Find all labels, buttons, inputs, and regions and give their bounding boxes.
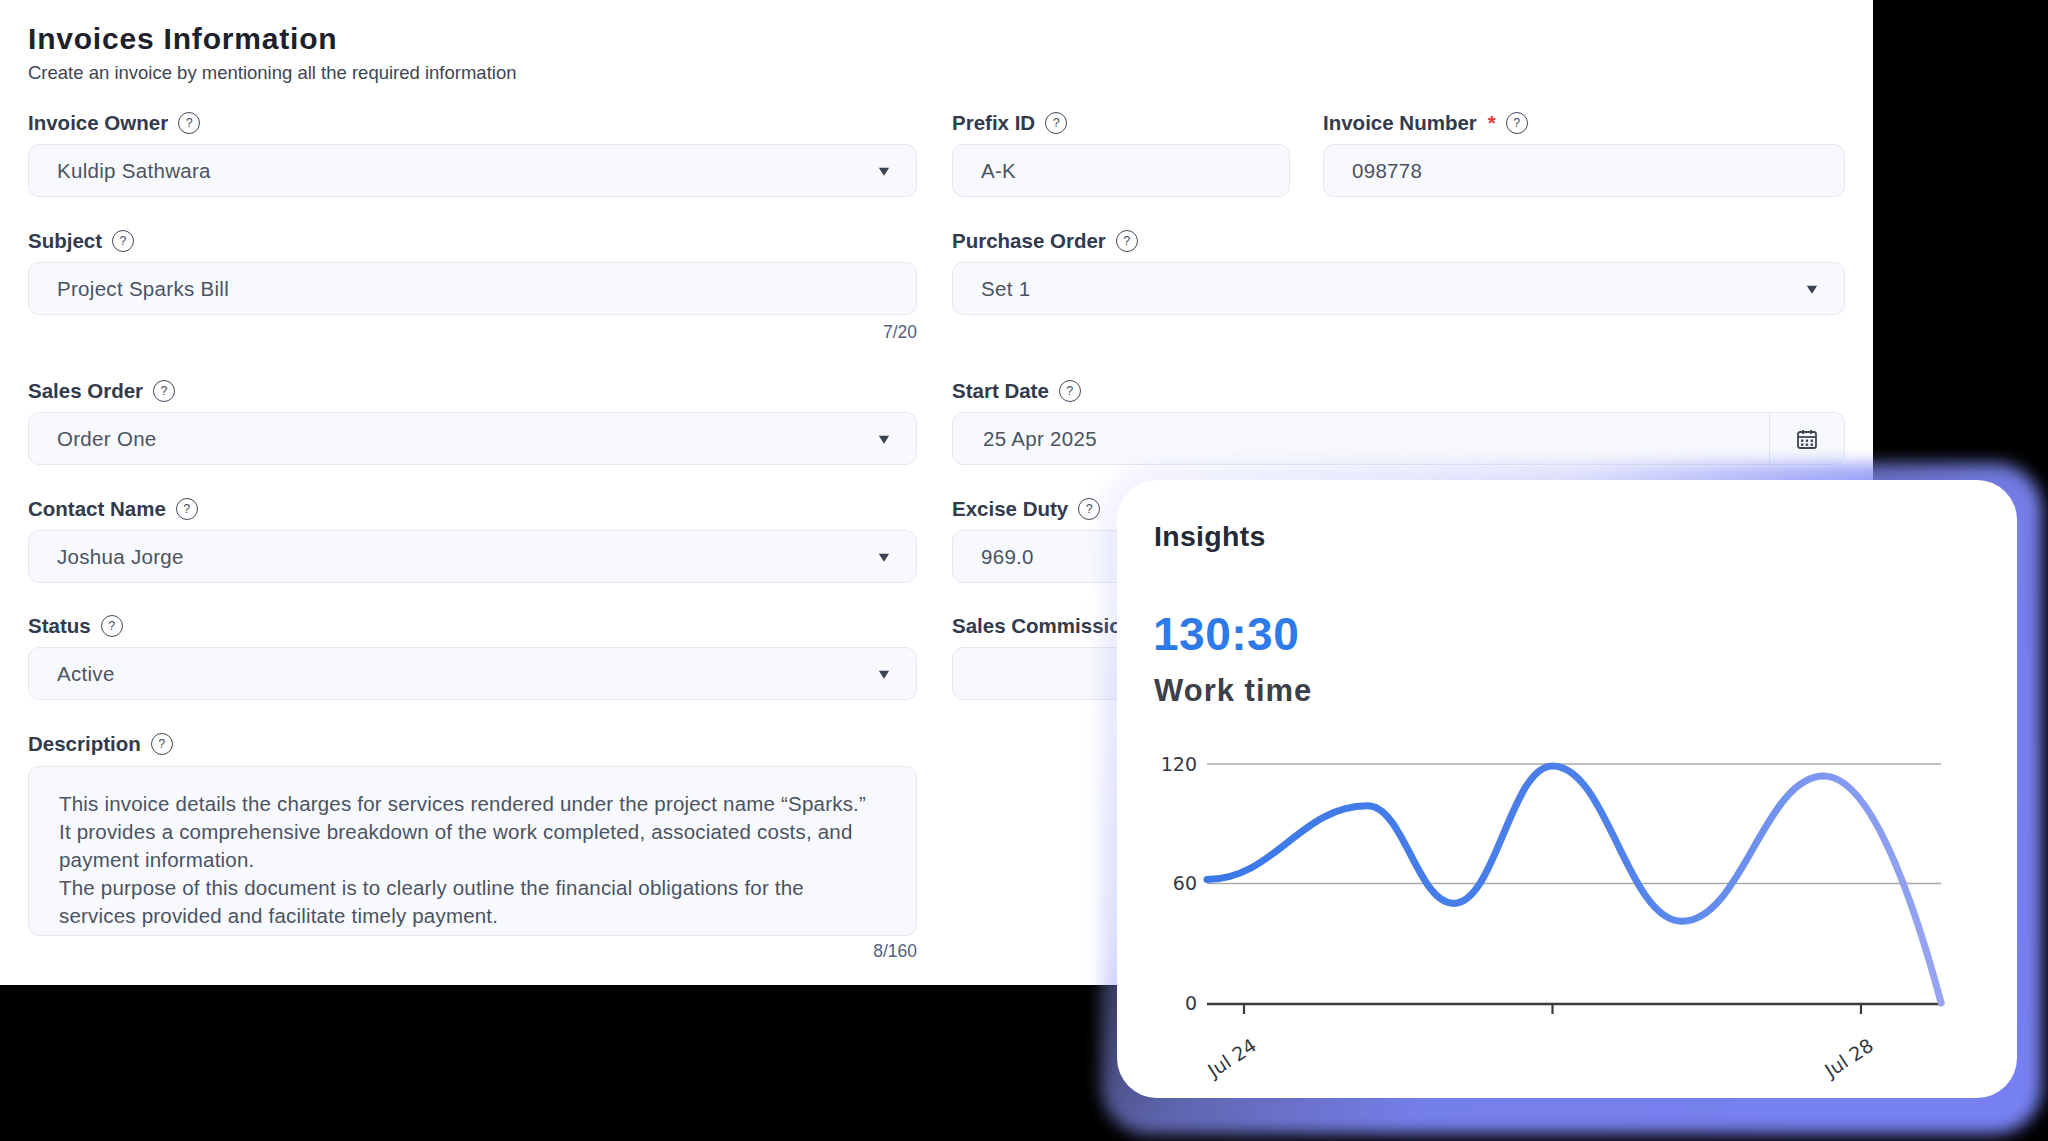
chevron-down-icon: ▾ [878, 161, 889, 180]
help-glyph: ? [108, 619, 115, 633]
status-label-text: Status [28, 614, 91, 638]
prefix-id-label-text: Prefix ID [952, 111, 1035, 135]
subject-counter: 7/20 [28, 322, 917, 343]
chevron-down-icon: ▾ [878, 547, 889, 566]
help-glyph: ? [161, 384, 168, 398]
page-title: Invoices Information [28, 22, 337, 56]
description-counter: 8/160 [28, 941, 917, 962]
status-select[interactable]: Active ▾ [28, 647, 917, 700]
chart-x-label: Jul 28 [1820, 1034, 1877, 1082]
invoice-owner-label: Invoice Owner ? [28, 110, 200, 136]
work-time-line [1207, 766, 1941, 1003]
subject-value: Project Sparks Bill [57, 277, 888, 301]
start-date-input[interactable]: 25 Apr 2025 [952, 412, 1845, 465]
prefix-id-input[interactable]: A-K [952, 144, 1290, 197]
description-label-text: Description [28, 732, 141, 756]
sales-order-label: Sales Order ? [28, 378, 175, 404]
help-glyph: ? [186, 116, 193, 130]
start-date-label: Start Date ? [952, 378, 1081, 404]
help-icon[interactable]: ? [1078, 498, 1100, 520]
chart-x-label: Jul 24 [1203, 1034, 1260, 1082]
calendar-icon [1796, 428, 1818, 450]
invoice-number-label: Invoice Number * ? [1323, 110, 1528, 136]
help-glyph: ? [1066, 384, 1073, 398]
insights-chart: Jul 24 Jul 28 0 60 120 [1117, 480, 2017, 1098]
description-label: Description ? [28, 731, 173, 757]
help-glyph: ? [1086, 502, 1093, 516]
sales-order-value: Order One [57, 427, 880, 451]
help-icon[interactable]: ? [1059, 380, 1081, 402]
chevron-down-icon: ▾ [1806, 279, 1817, 298]
help-icon[interactable]: ? [1045, 112, 1067, 134]
help-icon[interactable]: ? [101, 615, 123, 637]
invoice-number-label-text: Invoice Number [1323, 111, 1477, 135]
excise-duty-label: Excise Duty ? [952, 496, 1100, 522]
invoice-owner-select[interactable]: Kuldip Sathwara ▾ [28, 144, 917, 197]
status-value: Active [57, 662, 880, 686]
insights-card: Insights 130:30 Work time Jul 24Jul 2806… [1117, 480, 2017, 1098]
invoice-owner-label-text: Invoice Owner [28, 111, 168, 135]
sales-order-label-text: Sales Order [28, 379, 143, 403]
chevron-down-icon: ▾ [878, 664, 889, 683]
help-glyph: ? [1513, 116, 1520, 130]
chart-y-label: 0 [1185, 992, 1197, 1014]
subject-input[interactable]: Project Sparks Bill [28, 262, 917, 315]
status-label: Status ? [28, 613, 123, 639]
invoice-owner-value: Kuldip Sathwara [57, 159, 880, 183]
subject-label-text: Subject [28, 229, 102, 253]
chart-y-label: 120 [1161, 753, 1197, 775]
contact-name-label-text: Contact Name [28, 497, 166, 521]
help-icon[interactable]: ? [112, 230, 134, 252]
chevron-down-icon: ▾ [878, 429, 889, 448]
help-icon[interactable]: ? [178, 112, 200, 134]
help-glyph: ? [1123, 234, 1130, 248]
help-glyph: ? [158, 737, 165, 751]
prefix-id-label: Prefix ID ? [952, 110, 1067, 136]
contact-name-label: Contact Name ? [28, 496, 198, 522]
purchase-order-value: Set 1 [981, 277, 1808, 301]
excise-duty-label-text: Excise Duty [952, 497, 1068, 521]
help-icon[interactable]: ? [1116, 230, 1138, 252]
help-glyph: ? [183, 502, 190, 516]
subject-label: Subject ? [28, 228, 134, 254]
page: Invoices Information Create an invoice b… [0, 0, 2048, 1141]
help-icon[interactable]: ? [1506, 112, 1528, 134]
purchase-order-label: Purchase Order ? [952, 228, 1138, 254]
purchase-order-select[interactable]: Set 1 ▾ [952, 262, 1845, 315]
required-asterisk: * [1488, 111, 1496, 135]
purchase-order-label-text: Purchase Order [952, 229, 1106, 253]
invoice-number-value: 098778 [1352, 159, 1816, 183]
prefix-id-value: A-K [981, 159, 1261, 183]
sales-order-select[interactable]: Order One ▾ [28, 412, 917, 465]
help-glyph: ? [120, 234, 127, 248]
contact-name-value: Joshua Jorge [57, 545, 880, 569]
contact-name-select[interactable]: Joshua Jorge ▾ [28, 530, 917, 583]
start-date-label-text: Start Date [952, 379, 1049, 403]
page-subtitle: Create an invoice by mentioning all the … [28, 62, 516, 84]
start-date-value: 25 Apr 2025 [953, 427, 1769, 451]
calendar-button[interactable] [1770, 413, 1844, 464]
invoice-number-input[interactable]: 098778 [1323, 144, 1845, 197]
help-icon[interactable]: ? [176, 498, 198, 520]
description-textarea[interactable]: This invoice details the charges for ser… [28, 766, 917, 936]
help-glyph: ? [1053, 116, 1060, 130]
help-icon[interactable]: ? [151, 733, 173, 755]
help-icon[interactable]: ? [153, 380, 175, 402]
chart-y-label: 60 [1173, 872, 1197, 894]
